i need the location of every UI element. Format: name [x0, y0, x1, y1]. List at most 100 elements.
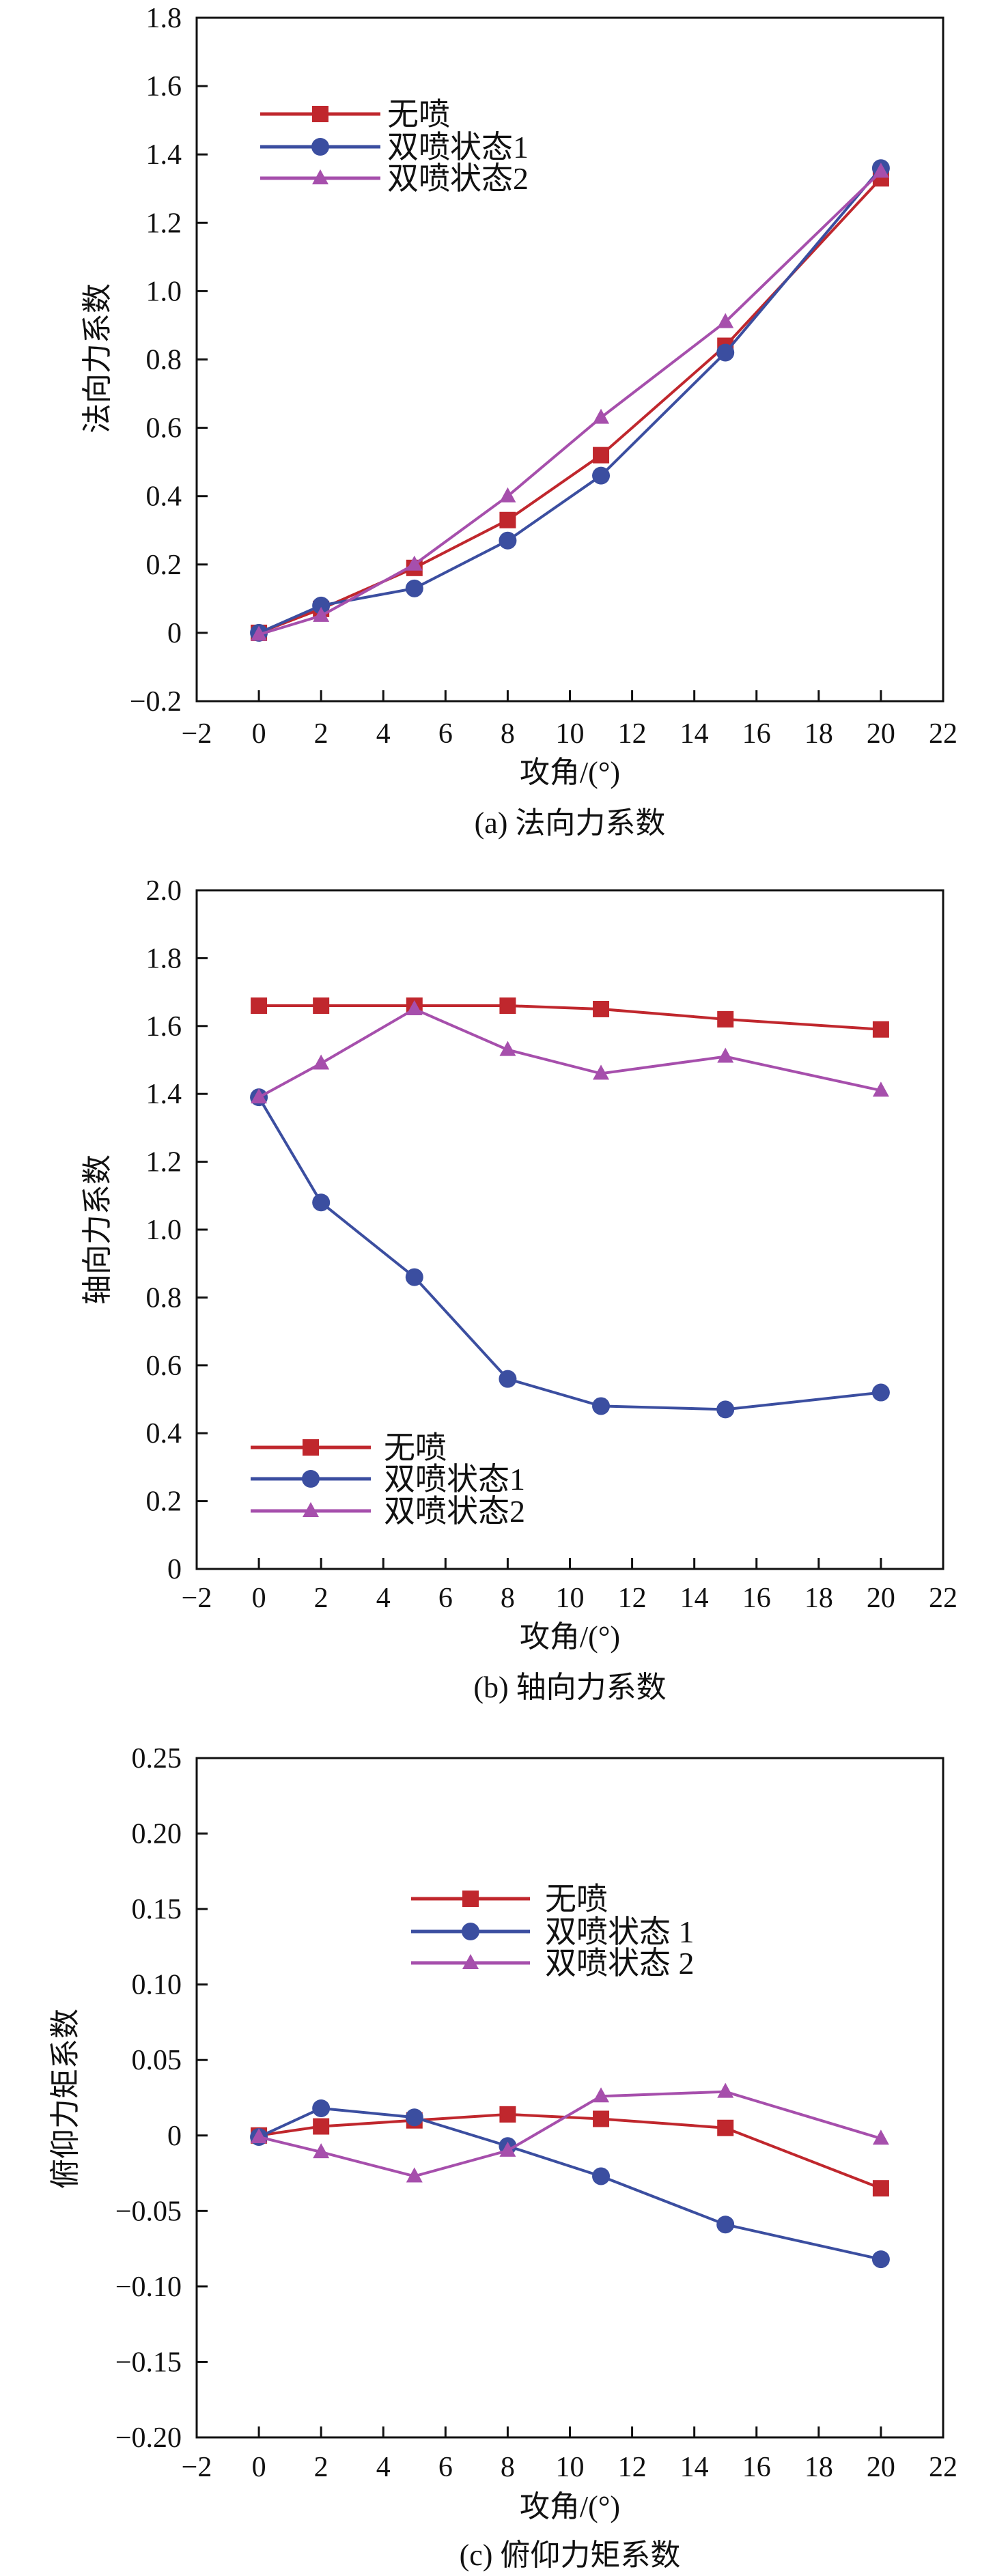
x-tick-label: 12	[618, 1583, 647, 1614]
data-point	[313, 2118, 330, 2135]
x-tick-label: 22	[929, 1583, 957, 1614]
x-tick-label: 16	[742, 2452, 771, 2483]
y-tick-label: 0.15	[132, 1894, 182, 1925]
y-tick-label: 0	[167, 1554, 182, 1585]
data-point	[592, 466, 611, 485]
y-tick-label: 1.2	[146, 208, 182, 239]
series-2	[250, 1088, 890, 1419]
y-tick-label: 1.6	[146, 1011, 182, 1043]
y-tick-label: −0.05	[115, 2196, 182, 2227]
y-tick-label: 1.2	[146, 1147, 182, 1178]
x-tick-label: 20	[867, 718, 895, 750]
y-tick-label: 0.6	[146, 1350, 182, 1382]
y-tick-label: 0.10	[132, 1970, 182, 2001]
data-point	[499, 997, 516, 1014]
y-tick-label: −0.2	[130, 686, 182, 718]
series-1	[251, 997, 889, 1038]
x-tick-label: 18	[804, 2452, 833, 2483]
x-axis-label: 攻角/(°)	[520, 1620, 620, 1654]
data-point	[499, 511, 516, 528]
y-tick-label: 1.6	[146, 71, 182, 102]
x-axis-label: 攻角/(°)	[520, 2490, 620, 2523]
chart-caption: (a) 法向力系数	[475, 806, 666, 840]
data-point	[716, 1400, 735, 1419]
legend-item: 双喷状态 1	[411, 1914, 695, 1949]
legend-label: 双喷状态 2	[545, 1946, 695, 1981]
y-tick-label: 0.05	[132, 2045, 182, 2076]
x-tick-label: 8	[501, 1583, 515, 1614]
legend-item: 无喷	[251, 1430, 447, 1465]
data-point	[871, 2250, 890, 2269]
legend-label: 无喷	[545, 1882, 608, 1916]
x-tick-label: 10	[556, 2452, 585, 2483]
x-tick-label: 8	[501, 2452, 515, 2483]
series-line	[259, 1004, 882, 1031]
legend-marker	[462, 1954, 479, 1969]
x-tick-label: 12	[618, 718, 647, 750]
series-line	[258, 170, 882, 636]
data-point	[593, 2087, 610, 2103]
data-point	[499, 2141, 516, 2157]
y-tick-label: 0.8	[146, 345, 182, 376]
y-tick-label: 0.2	[146, 1486, 182, 1518]
x-tick-label: 4	[376, 2452, 391, 2483]
series-line	[258, 177, 882, 634]
x-tick-label: 6	[438, 1583, 453, 1614]
legend-item: 双喷状态 2	[411, 1946, 695, 1981]
data-point	[872, 1021, 889, 1038]
x-tick-label: 10	[556, 1583, 585, 1614]
legend-marker	[312, 106, 328, 122]
data-point	[499, 531, 517, 550]
y-axis-label: 俯仰力矩系数	[48, 2009, 82, 2189]
legend-label: 双喷状态1	[384, 1462, 525, 1497]
chart-panel-a: −2 0 2 4 6 8 10 12 14 16 18 20 22 −0.2 0 0.2 0.4 0.6 0.8 1.…	[81, 3, 957, 840]
y-tick-label: 0	[167, 618, 182, 649]
y-tick-label: 0.8	[146, 1282, 182, 1314]
series-line	[258, 2106, 882, 2261]
data-point	[313, 1054, 330, 1070]
legend-marker	[302, 1470, 320, 1488]
data-point	[405, 2108, 423, 2127]
legend-label: 双喷状态2	[384, 1494, 525, 1529]
data-point	[872, 2180, 889, 2197]
legend-item: 双喷状态1	[251, 1462, 525, 1497]
x-tick-label: 2	[314, 718, 328, 750]
chart-caption: (c) 俯仰力矩系数	[460, 2538, 681, 2572]
series-3	[251, 1000, 889, 1104]
data-point	[593, 1064, 610, 1080]
data-point	[872, 1081, 889, 1097]
data-point	[405, 1268, 423, 1286]
x-tick-label: −2	[182, 1583, 212, 1614]
data-point	[312, 596, 331, 614]
x-tick-label: 2	[314, 1583, 328, 1614]
y-tick-label: 0.4	[146, 1418, 182, 1449]
data-point	[593, 1000, 610, 1017]
y-tick-label: 0.2	[146, 550, 182, 581]
series-line	[258, 2112, 882, 2190]
y-tick-label: 2.0	[146, 875, 182, 907]
series-line	[258, 167, 882, 634]
data-point	[871, 1383, 890, 1402]
legend-marker	[303, 1502, 319, 1517]
y-tick-label: 0.4	[146, 481, 182, 513]
data-point	[405, 579, 423, 597]
data-point	[717, 313, 734, 328]
x-tick-label: 18	[804, 718, 833, 750]
data-point	[499, 487, 516, 503]
series-3	[251, 2082, 889, 2183]
data-point	[406, 2167, 423, 2183]
data-point	[593, 447, 610, 464]
x-tick-label: 2	[314, 2452, 328, 2483]
legend-label: 双喷状态2	[387, 161, 529, 196]
x-tick-label: 14	[680, 1583, 709, 1614]
data-point	[717, 1010, 734, 1028]
y-tick-label: 1.0	[146, 1215, 182, 1246]
x-tick-label: 20	[867, 2452, 895, 2483]
x-tick-label: 0	[252, 2452, 266, 2483]
x-tick-label: 16	[742, 718, 771, 750]
series-1	[251, 170, 889, 641]
x-tick-label: 18	[804, 1583, 833, 1614]
legend-label: 双喷状态 1	[545, 1914, 695, 1949]
chart-caption: (b) 轴向力系数	[473, 1671, 666, 1704]
